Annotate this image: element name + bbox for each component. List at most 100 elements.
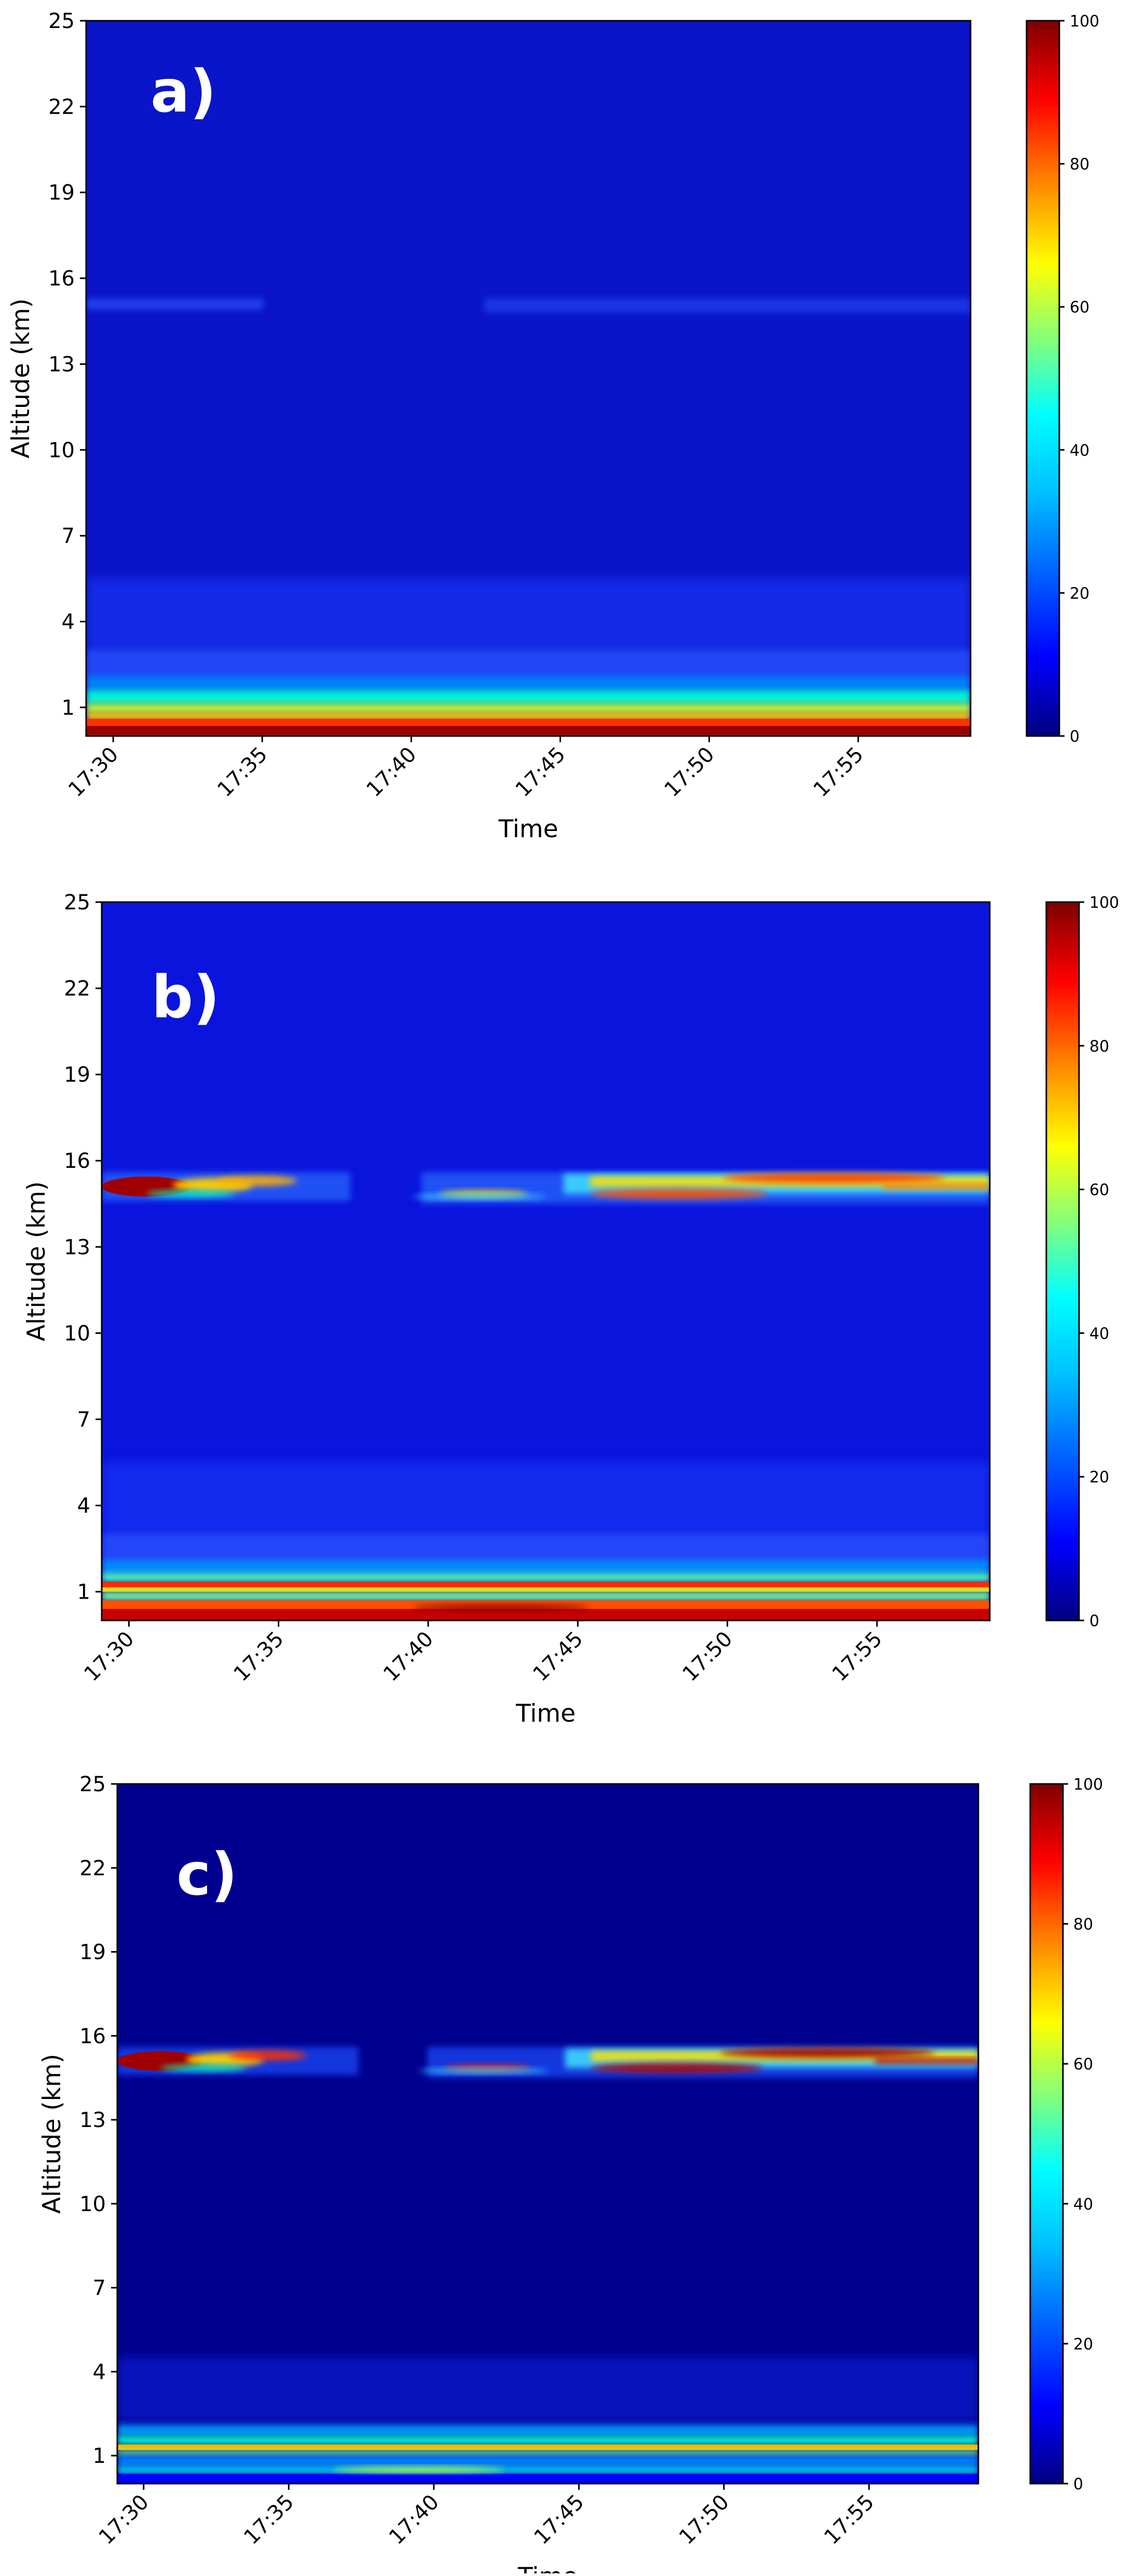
colorbar-tick-label: 20 bbox=[1073, 2335, 1093, 2353]
colorbar-tick-label: 40 bbox=[1089, 1325, 1109, 1343]
panel-label: b) bbox=[152, 964, 220, 1031]
colorbar bbox=[1029, 1783, 1064, 2485]
colorbar-tick-label: 80 bbox=[1089, 1038, 1109, 1056]
x-tick-label: 17:40 bbox=[385, 2490, 444, 2550]
y-tick-label: 25 bbox=[48, 9, 75, 33]
y-tick-label: 4 bbox=[93, 2360, 106, 2384]
y-tick-label: 16 bbox=[64, 1149, 90, 1173]
heatmap-area bbox=[86, 21, 971, 736]
y-axis-label: Altitude (km) bbox=[22, 1181, 51, 1341]
x-axis-label: Time bbox=[498, 815, 558, 843]
boundary-layer-band bbox=[86, 703, 971, 713]
x-tick-label: 17:40 bbox=[362, 743, 421, 802]
colorbar-tick-label: 100 bbox=[1070, 12, 1099, 31]
y-tick-label: 4 bbox=[62, 610, 75, 634]
x-tick-label: 17:55 bbox=[828, 1627, 887, 1686]
upper-layer bbox=[883, 1183, 990, 1190]
y-tick-label: 13 bbox=[79, 2108, 106, 2132]
colorbar bbox=[1045, 901, 1080, 1621]
boundary-layer-band bbox=[102, 1582, 990, 1588]
boundary-layer-band bbox=[117, 2436, 978, 2445]
upper-layer-core bbox=[229, 2050, 307, 2061]
colorbar-tick-label: 0 bbox=[1073, 2475, 1083, 2493]
y-tick-label: 1 bbox=[62, 696, 75, 720]
boundary-layer-band bbox=[102, 1573, 990, 1582]
y-axis-label: Altitude (km) bbox=[38, 2054, 66, 2214]
y-tick-label: 4 bbox=[77, 1494, 90, 1518]
x-tick-label: 17:35 bbox=[239, 2490, 298, 2550]
boundary-layer-band bbox=[86, 718, 971, 728]
y-tick-label: 22 bbox=[48, 95, 75, 119]
colorbar-tick-label: 0 bbox=[1089, 1612, 1099, 1630]
upper-layer bbox=[484, 298, 971, 313]
plot-frame bbox=[85, 20, 972, 737]
colorbar-tick-label: 80 bbox=[1073, 1916, 1093, 1934]
colorbar-tick-label: 100 bbox=[1089, 894, 1119, 912]
upper-layer bbox=[875, 2058, 978, 2064]
plot-frame bbox=[116, 1783, 979, 2485]
x-axis-label: Time bbox=[515, 1699, 576, 1728]
colorbar-tick-label: 20 bbox=[1089, 1468, 1109, 1487]
y-tick-label: 10 bbox=[48, 439, 75, 462]
x-tick-label: 17:35 bbox=[229, 1627, 289, 1686]
colorbar-tick-label: 20 bbox=[1070, 584, 1089, 603]
x-tick-label: 17:50 bbox=[660, 743, 719, 802]
panel-label: c) bbox=[176, 1841, 238, 1909]
y-tick-label: 7 bbox=[93, 2277, 106, 2300]
boundary-layer-peak bbox=[332, 2466, 505, 2473]
colorbar-tick-label: 40 bbox=[1073, 2196, 1093, 2214]
y-tick-label: 13 bbox=[48, 352, 75, 376]
y-tick-label: 19 bbox=[48, 181, 75, 205]
x-tick-label: 17:50 bbox=[678, 1627, 737, 1686]
colorbar-tick-label: 80 bbox=[1070, 156, 1089, 174]
panel-2: b) 1 4 7 10 13 16 19 22 25 17:30 17:35 17:40 17:45 17:… bbox=[22, 891, 1119, 1728]
boundary-layer-band bbox=[86, 690, 971, 705]
y-tick-label: 16 bbox=[48, 267, 75, 291]
x-tick-label: 17:45 bbox=[528, 1627, 588, 1686]
boundary-layer-band bbox=[102, 1591, 990, 1601]
y-tick-label: 10 bbox=[79, 2192, 106, 2216]
x-tick-label: 17:55 bbox=[820, 2490, 879, 2550]
colorbar-tick-label: 60 bbox=[1089, 1181, 1109, 1200]
y-tick-label: 1 bbox=[93, 2444, 106, 2468]
x-tick-label: 17:40 bbox=[379, 1627, 438, 1686]
x-tick-label: 17:50 bbox=[675, 2490, 734, 2550]
y-axis-label: Altitude (km) bbox=[7, 298, 35, 458]
boundary-layer-band bbox=[117, 2474, 978, 2484]
boundary-layer-band bbox=[102, 1587, 990, 1592]
boundary-layer-band bbox=[117, 2456, 978, 2467]
boundary-layer-band bbox=[117, 2444, 978, 2450]
y-tick-label: 25 bbox=[79, 1773, 106, 1796]
colorbar-tick-label: 0 bbox=[1070, 728, 1080, 746]
boundary-layer-band bbox=[117, 2424, 978, 2436]
plot-frame bbox=[101, 901, 991, 1621]
upper-layer-core bbox=[723, 1173, 946, 1183]
heatmap-area bbox=[117, 1784, 978, 2484]
y-tick-label: 16 bbox=[79, 2024, 106, 2048]
upper-layer bbox=[86, 298, 263, 310]
upper-layer-core bbox=[418, 2068, 548, 2074]
colorbar-tick-label: 60 bbox=[1070, 298, 1089, 317]
y-tick-label: 19 bbox=[79, 1941, 106, 1965]
low-altitude-haze bbox=[102, 1534, 990, 1563]
panel-3: c) 1 4 7 10 13 16 19 22 25 17:30 17:35 17:40 17:45 17:… bbox=[38, 1773, 1103, 2576]
x-axis-label: Time bbox=[517, 2563, 578, 2573]
low-altitude-haze bbox=[86, 650, 971, 679]
boundary-layer-peak bbox=[412, 1604, 591, 1611]
y-tick-label: 25 bbox=[64, 891, 90, 915]
boundary-layer-band bbox=[102, 1609, 990, 1620]
y-tick-label: 10 bbox=[64, 1321, 90, 1345]
colorbar-tick-label: 100 bbox=[1073, 1776, 1103, 1794]
colorbar-tick-label: 40 bbox=[1070, 442, 1089, 460]
upper-layer-core bbox=[591, 2063, 763, 2073]
upper-layer-core bbox=[720, 2047, 936, 2058]
x-tick-label: 17:30 bbox=[94, 2490, 154, 2550]
panel-1: a) 1 4 7 10 13 16 19 22 25 17:30 17:35 17:40 17:45 17:… bbox=[7, 9, 1099, 843]
boundary-layer-band bbox=[117, 2450, 978, 2456]
x-tick-label: 17:30 bbox=[79, 1627, 139, 1686]
upper-layer-core bbox=[590, 1188, 768, 1199]
upper-layer-core bbox=[412, 1193, 546, 1200]
upper-layer-core bbox=[217, 1176, 297, 1186]
